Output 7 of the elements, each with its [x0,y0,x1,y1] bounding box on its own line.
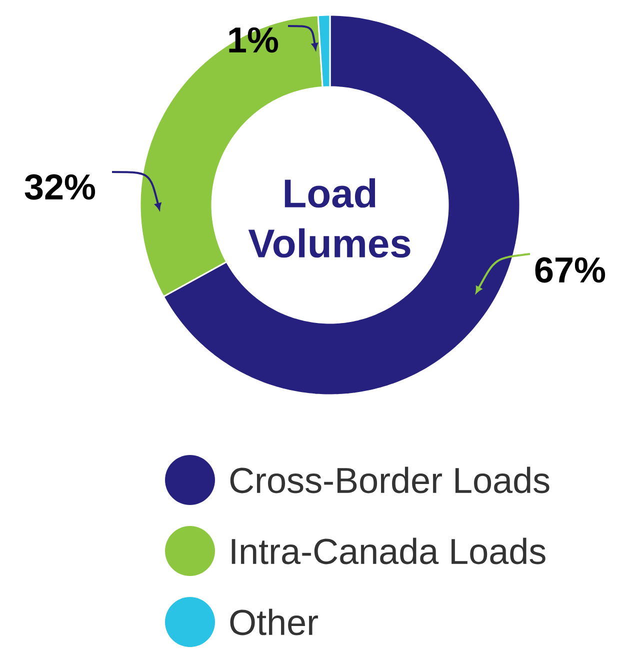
text: Load Volumes [248,178,410,258]
data-label: 1% [229,27,278,53]
legend-label: Intra-Canada Loads [232,538,546,564]
data-label: 67% [535,257,606,283]
legend-label: Other [230,608,318,636]
legend-label: Cross-Border Loads [230,466,550,494]
data-label: 32% [24,174,96,200]
